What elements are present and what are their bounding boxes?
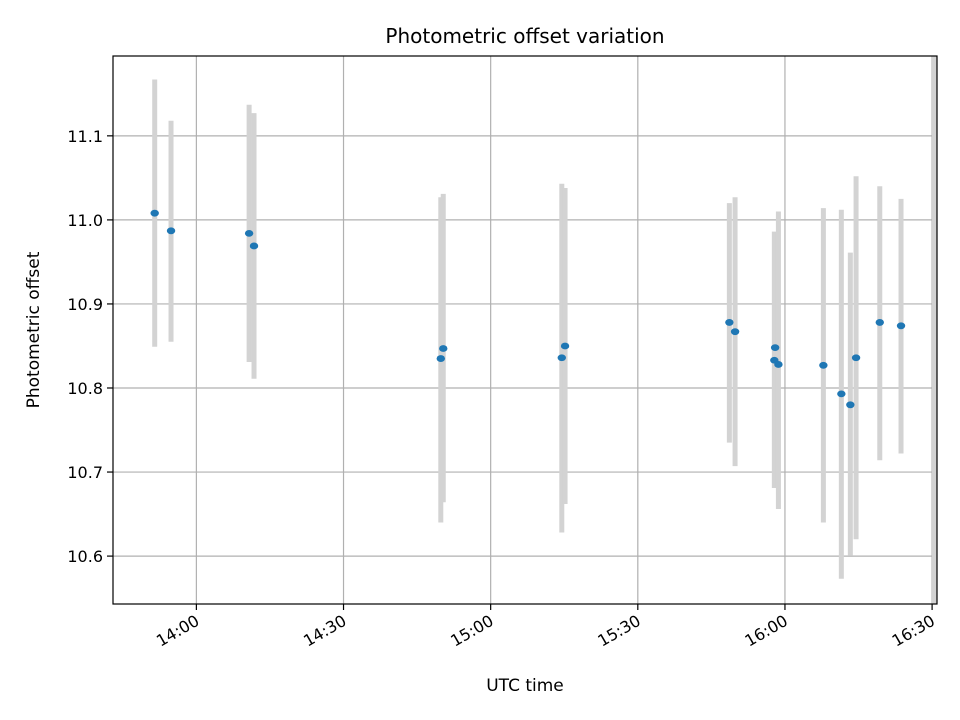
data-point bbox=[439, 345, 448, 352]
y-tick-label: 10.7 bbox=[67, 463, 103, 482]
data-point bbox=[774, 361, 783, 368]
plot-frame bbox=[112, 55, 938, 605]
data-point bbox=[166, 227, 176, 235]
y-tick-label: 10.9 bbox=[67, 295, 103, 314]
y-tick-label: 10.6 bbox=[67, 547, 103, 566]
data-point bbox=[819, 361, 828, 369]
data-point bbox=[730, 328, 740, 336]
data-point bbox=[725, 319, 734, 326]
data-point bbox=[150, 209, 159, 217]
data-point bbox=[249, 242, 259, 250]
data-point bbox=[244, 229, 254, 237]
data-point bbox=[896, 322, 906, 330]
data-point bbox=[875, 319, 884, 326]
y-axis-title: Photometric offset bbox=[24, 251, 44, 408]
data-point bbox=[557, 354, 566, 362]
x-axis-title: UTC time bbox=[486, 676, 564, 696]
data-point bbox=[560, 342, 570, 350]
y-axis-ticks: 10.6 10.7 10.8 10.9 11.0 11.1 bbox=[67, 127, 113, 566]
data-point bbox=[436, 355, 446, 362]
y-tick-label: 11.1 bbox=[67, 127, 103, 146]
y-tick-label: 10.8 bbox=[67, 379, 103, 398]
data-point bbox=[846, 401, 855, 409]
chart-title: Photometric offset variation bbox=[385, 24, 664, 48]
data-point bbox=[837, 390, 846, 398]
data-point bbox=[851, 354, 861, 362]
data-point bbox=[770, 344, 780, 352]
data-points bbox=[150, 209, 906, 409]
y-tick-label: 11.0 bbox=[67, 211, 103, 230]
